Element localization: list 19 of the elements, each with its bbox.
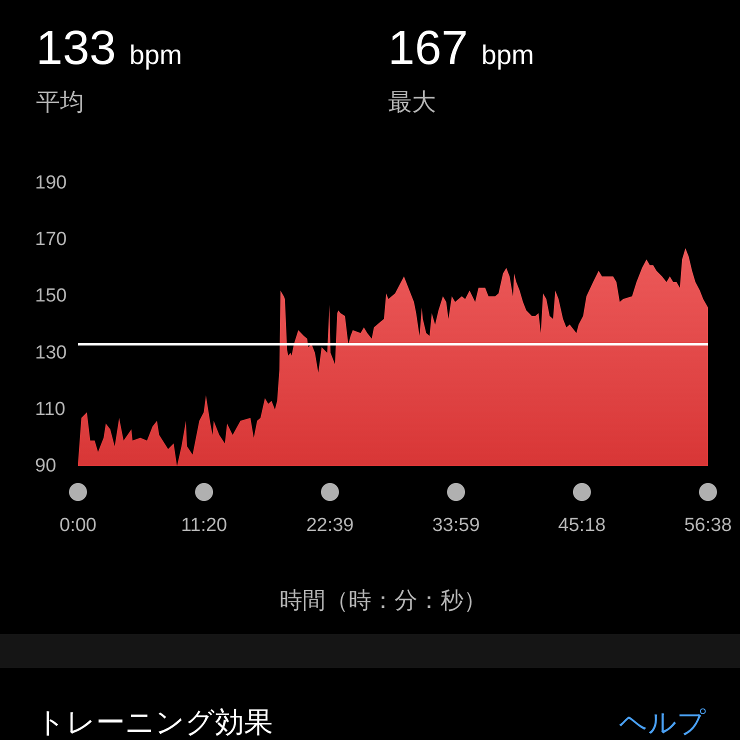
text: トレーニング効果 — [36, 707, 273, 739]
x-tick-label: 33:59 — [432, 515, 480, 536]
x-tick-label: 0:00 — [60, 515, 96, 536]
y-tick-label: 130 — [35, 342, 67, 364]
y-tick-label: 150 — [35, 286, 67, 307]
x-tick-label: 22:39 — [306, 515, 354, 536]
text: 133 bpm — [36, 22, 182, 75]
x-axis-title: 時間（時：分：秒） — [280, 587, 486, 613]
text: 平均 — [36, 89, 84, 116]
y-tick-label: 170 — [35, 229, 67, 250]
x-tick-label: 56:38 — [684, 515, 732, 536]
y-tick-label: 90 — [35, 456, 56, 476]
y-tick-label: 110 — [35, 398, 66, 420]
x-tick-label: 45:18 — [558, 515, 606, 536]
y-tick-label: 190 — [35, 172, 67, 194]
text: ヘルプ — [619, 707, 706, 738]
x-tick-label: 11:20 — [180, 515, 228, 536]
text: 最大 — [388, 89, 436, 116]
text: 167 bpm — [388, 22, 534, 75]
